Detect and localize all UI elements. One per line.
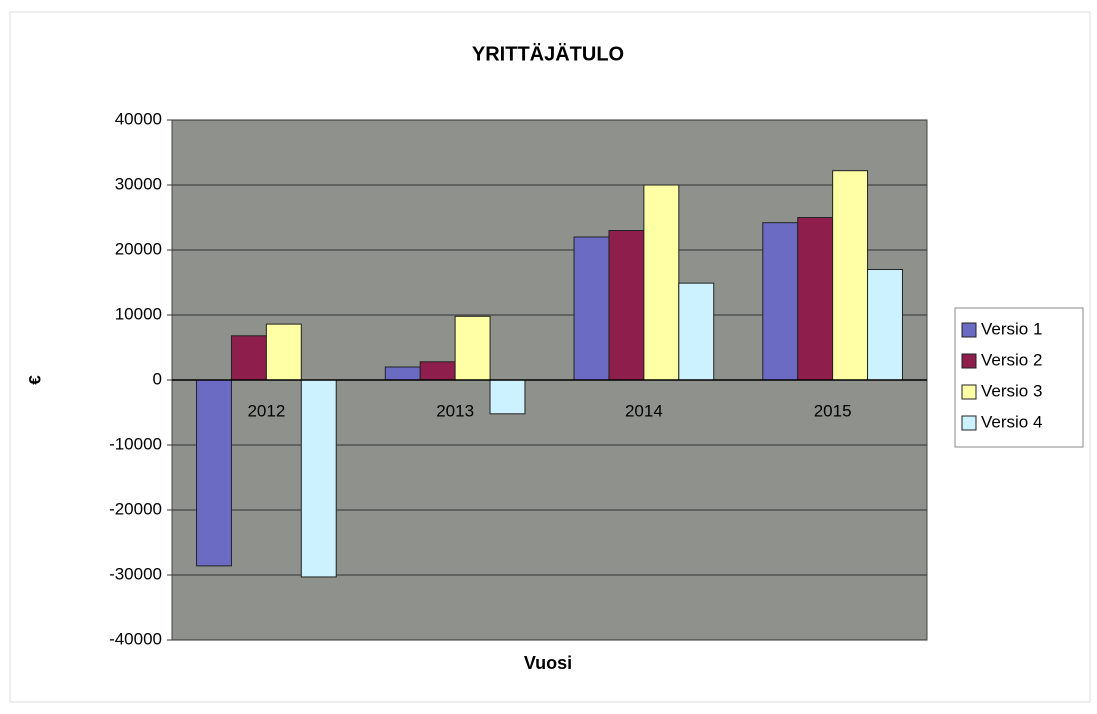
bar — [867, 269, 903, 381]
bar — [454, 315, 491, 381]
bar — [265, 323, 302, 381]
x-tick-label: 2013 — [436, 401, 474, 420]
y-tick-label: -30000 — [109, 564, 162, 583]
bar — [832, 170, 869, 381]
bar — [678, 282, 715, 381]
legend-label: Versio 4 — [981, 412, 1042, 431]
bar — [384, 366, 421, 381]
y-tick-label: 0 — [153, 369, 162, 388]
bar — [643, 184, 680, 381]
y-tick-label: 30000 — [115, 174, 162, 193]
legend-label: Versio 2 — [981, 350, 1042, 369]
y-tick-label: -20000 — [109, 499, 162, 518]
x-tick-label: 2015 — [814, 401, 852, 420]
legend-label: Versio 1 — [981, 319, 1042, 338]
bar — [608, 230, 645, 381]
bar — [230, 335, 267, 381]
bar — [797, 217, 834, 381]
bar — [300, 379, 337, 578]
bar — [762, 222, 799, 381]
bar — [489, 379, 526, 415]
bar — [196, 379, 232, 567]
legend-swatch — [961, 322, 977, 338]
x-tick-label: 2014 — [625, 401, 663, 420]
legend-swatch — [961, 353, 977, 369]
bar — [419, 361, 456, 381]
y-tick-label: -40000 — [109, 629, 162, 648]
x-tick-label: 2012 — [247, 401, 285, 420]
chart-title: YRITTÄJÄTULO — [472, 42, 624, 65]
x-axis-label: Vuosi — [524, 653, 572, 673]
y-tick-label: 20000 — [115, 239, 162, 258]
y-axis-label: € — [25, 375, 44, 385]
y-tick-label: 10000 — [115, 304, 162, 323]
y-tick-label: -10000 — [109, 434, 162, 453]
y-tick-label: 40000 — [115, 109, 162, 128]
legend-swatch — [961, 384, 977, 400]
legend-label: Versio 3 — [981, 381, 1042, 400]
bar — [573, 236, 610, 381]
legend-swatch — [961, 415, 977, 431]
